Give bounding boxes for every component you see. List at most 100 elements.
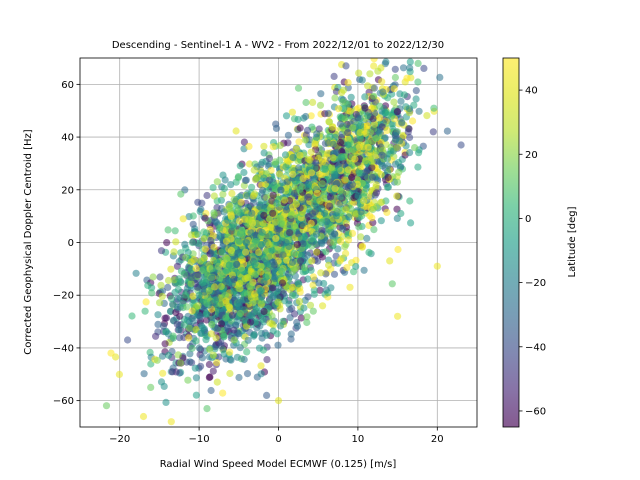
scatter-point <box>324 109 332 117</box>
scatter-point <box>263 391 271 399</box>
scatter-point <box>277 220 285 228</box>
scatter-point <box>336 257 344 265</box>
scatter-point <box>128 312 136 320</box>
scatter-point <box>381 134 389 142</box>
colorbar-tick-label: −40 <box>525 342 546 353</box>
scatter-point <box>398 119 406 127</box>
scatter-point <box>318 180 326 188</box>
colorbar-tick-label: −60 <box>525 406 546 417</box>
scatter-point <box>391 65 399 73</box>
scatter-point <box>251 260 259 268</box>
scatter-point <box>228 311 236 319</box>
scatter-point <box>225 261 233 269</box>
scatter-point <box>297 314 305 322</box>
scatter-point <box>278 267 286 275</box>
scatter-point <box>316 286 324 294</box>
scatter-point <box>397 97 405 105</box>
scatter-point <box>372 134 380 142</box>
scatter-point <box>299 240 307 248</box>
scatter-point <box>296 185 304 194</box>
scatter-point <box>315 279 323 287</box>
scatter-point <box>200 235 208 243</box>
scatter-point <box>220 184 228 193</box>
scatter-point <box>257 197 265 205</box>
scatter-point <box>203 191 211 200</box>
scatter-point <box>420 64 428 72</box>
scatter-point <box>294 115 302 124</box>
scatter-point <box>313 202 321 211</box>
y-tick-label: −40 <box>53 343 74 354</box>
scatter-point <box>235 302 243 311</box>
scatter-point <box>163 239 171 247</box>
scatter-point <box>159 369 167 377</box>
scatter-point <box>257 370 265 378</box>
scatter-point <box>309 273 317 281</box>
scatter-point <box>276 305 284 313</box>
scatter-point <box>387 113 395 121</box>
scatter-point <box>300 304 308 312</box>
y-tick-label: −20 <box>53 291 74 302</box>
scatter-point <box>257 362 265 370</box>
scatter-point <box>139 412 148 421</box>
scatter-point <box>370 125 378 133</box>
scatter-point <box>294 84 303 92</box>
scatter-point <box>162 398 170 406</box>
scatter-point <box>307 112 315 120</box>
scatter-point <box>158 287 167 295</box>
scatter-point <box>337 187 345 195</box>
scatter-point <box>357 233 365 241</box>
scatter-point <box>263 331 271 339</box>
scatter-point <box>374 67 382 75</box>
scatter-point <box>266 176 274 184</box>
scatter-point <box>407 219 415 227</box>
scatter-point <box>415 149 423 157</box>
scatter-point <box>339 225 347 233</box>
scatter-point <box>386 257 394 265</box>
scatter-point <box>276 156 284 164</box>
scatter-point <box>397 209 405 218</box>
scatter-point <box>273 247 281 255</box>
colorbar-frame <box>502 57 520 428</box>
scatter-point <box>363 122 371 130</box>
scatter-point <box>225 205 233 213</box>
scatter-point <box>219 190 227 198</box>
scatter-point <box>258 293 266 301</box>
scatter-point <box>220 350 228 358</box>
scatter-point <box>337 237 345 245</box>
scatter-point <box>344 141 352 149</box>
scatter-point <box>154 311 162 319</box>
scatter-point <box>265 215 274 223</box>
x-axis-label: Radial Wind Speed Model ECMWF (0.125) [m… <box>160 459 397 470</box>
scatter-point <box>263 356 271 364</box>
scatter-point <box>330 238 338 246</box>
scatter-point <box>236 280 244 288</box>
scatter-point <box>243 370 252 378</box>
scatter-point <box>331 94 339 102</box>
scatter-point <box>189 317 197 325</box>
scatter-point <box>355 69 363 77</box>
scatter-point <box>251 270 260 278</box>
scatter-point <box>305 193 313 201</box>
scatter-point <box>240 355 248 364</box>
scatter-point <box>384 162 392 170</box>
scatter-point <box>282 112 291 120</box>
scatter-point <box>295 297 304 305</box>
scatter-point <box>201 245 209 253</box>
scatter-point <box>272 124 281 132</box>
scatter-point <box>265 160 273 168</box>
scatter-point <box>361 172 369 180</box>
scatter-point <box>306 156 314 164</box>
scatter-point <box>157 281 165 289</box>
scatter-point <box>297 257 305 265</box>
scatter-point <box>187 274 195 282</box>
scatter-point <box>226 369 234 378</box>
scatter-point <box>244 215 252 223</box>
scatter-point <box>198 354 207 362</box>
scatter-point <box>364 143 372 151</box>
scatter-point <box>222 314 230 322</box>
scatter-point <box>149 273 157 281</box>
scatter-point <box>282 206 291 214</box>
scatter-point <box>307 148 315 156</box>
scatter-point <box>291 265 299 273</box>
scatter-point <box>222 278 230 286</box>
